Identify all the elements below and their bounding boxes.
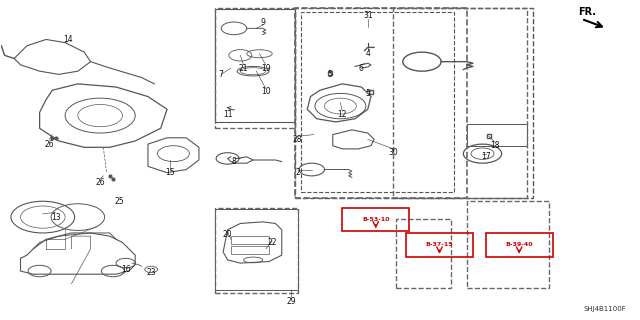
Text: 7: 7 <box>219 70 223 79</box>
Text: 22: 22 <box>268 238 277 247</box>
Bar <box>231 236 269 244</box>
Text: 26: 26 <box>95 178 105 187</box>
Bar <box>406 233 473 257</box>
Text: 26: 26 <box>44 140 54 148</box>
Text: 17: 17 <box>481 152 490 161</box>
Bar <box>301 12 454 192</box>
Text: 28: 28 <box>293 135 303 144</box>
Text: 10: 10 <box>261 87 271 96</box>
Text: 5: 5 <box>327 70 332 79</box>
Bar <box>294 8 467 198</box>
Text: 20: 20 <box>223 230 232 239</box>
Text: B-53-10: B-53-10 <box>362 217 390 222</box>
Bar <box>342 208 409 231</box>
Bar <box>215 209 298 290</box>
Bar <box>215 208 298 293</box>
Text: SHJ4B1100F: SHJ4B1100F <box>583 306 626 312</box>
Text: 8: 8 <box>232 157 236 166</box>
Bar <box>486 233 552 257</box>
Text: 12: 12 <box>337 109 347 118</box>
Text: 18: 18 <box>490 141 500 150</box>
Text: 5: 5 <box>365 89 370 98</box>
Text: 9: 9 <box>260 18 265 27</box>
Bar <box>467 124 527 146</box>
Text: 21: 21 <box>239 63 248 73</box>
Text: B-37-15: B-37-15 <box>426 242 453 247</box>
Bar <box>467 201 549 288</box>
Bar <box>215 9 294 122</box>
Text: 2: 2 <box>295 168 300 177</box>
Text: 6: 6 <box>359 63 364 73</box>
Bar <box>396 219 451 288</box>
Text: 23: 23 <box>147 268 156 277</box>
Text: 30: 30 <box>388 148 398 156</box>
Text: 4: 4 <box>365 49 370 58</box>
Text: 16: 16 <box>121 265 131 274</box>
Text: 25: 25 <box>115 197 124 206</box>
Text: 31: 31 <box>363 11 372 20</box>
Text: 11: 11 <box>223 109 232 118</box>
Bar <box>294 8 534 198</box>
Bar <box>231 246 269 253</box>
Text: FR.: FR. <box>578 7 596 17</box>
Text: B-39-40: B-39-40 <box>506 242 533 247</box>
Text: 19: 19 <box>261 63 271 73</box>
Bar <box>394 8 527 198</box>
Text: 14: 14 <box>63 35 73 44</box>
Text: 29: 29 <box>287 297 296 306</box>
Text: 15: 15 <box>166 168 175 177</box>
Bar <box>215 8 294 128</box>
Text: 13: 13 <box>51 212 60 222</box>
